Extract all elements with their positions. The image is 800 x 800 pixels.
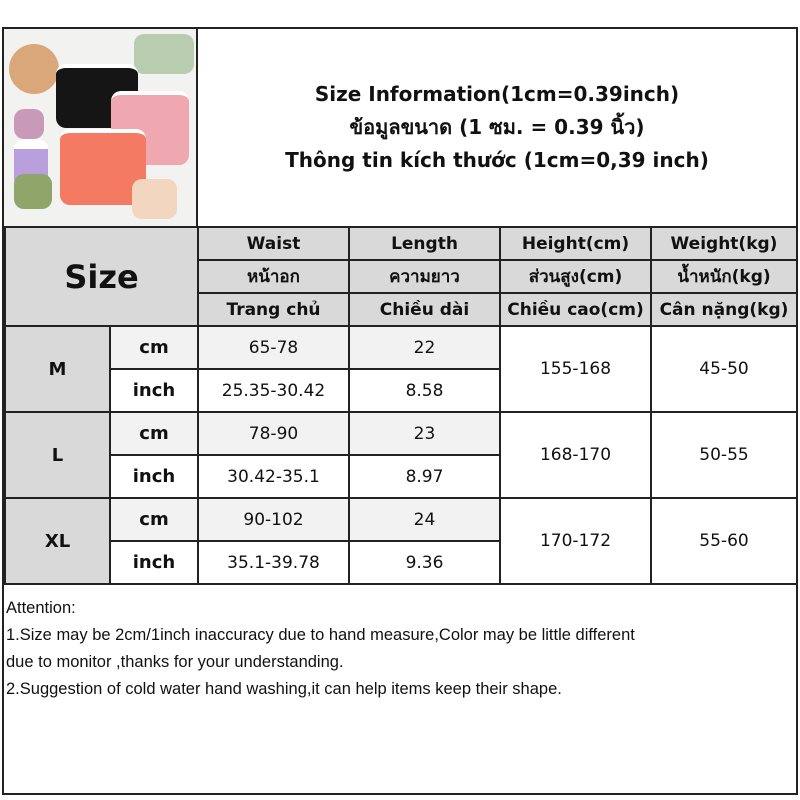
waist-value: 65-78 [197, 325, 350, 370]
header-length-vi: Chiều dài [348, 292, 501, 327]
length-value: 9.36 [348, 540, 501, 585]
header-length: Length [348, 226, 501, 261]
waist-value: 30.42-35.1 [197, 454, 350, 499]
header-weight-vi: Cân nặng(kg) [650, 292, 798, 327]
unit-label: cm [109, 497, 199, 542]
table-row: M cm 65-78 22 155-168 45-50 [4, 325, 798, 413]
unit-label: cm [109, 411, 199, 456]
unit-label: inch [109, 540, 199, 585]
title-thai: ข้อมูลขนาด (1 ซม. = 0.39 นิ้ว) [349, 115, 645, 139]
waist-value: 35.1-39.78 [197, 540, 350, 585]
header-waist: Waist [197, 226, 350, 261]
length-value: 8.97 [348, 454, 501, 499]
attention-heading: Attention: [6, 599, 76, 617]
attention-note-2: 2.Suggestion of cold water hand washing,… [6, 680, 562, 698]
attention-note-1-cont: due to monitor ,thanks for your understa… [6, 653, 344, 671]
table-row: inch 30.42-35.1 8.97 [5, 454, 797, 499]
unit-label: inch [109, 454, 199, 499]
title-english: Size Information(1cm=0.39inch) [314, 82, 680, 106]
length-value: 8.58 [348, 368, 501, 413]
header-weight-thai: น้ำหนัก(kg) [650, 259, 798, 294]
size-header: Size [4, 226, 199, 327]
header-waist-vi: Trang chủ [197, 292, 350, 327]
length-value: 24 [348, 497, 501, 542]
weight-value: 50-55 [650, 411, 798, 499]
table-row: L cm 78-90 23 168-170 50-55 [4, 411, 798, 499]
height-value: 168-170 [499, 411, 652, 499]
attention-notes: Attention: 1.Size may be 2cm/1inch inacc… [6, 595, 635, 703]
waist-value: 25.35-30.42 [197, 368, 350, 413]
waist-value: 78-90 [197, 411, 350, 456]
header-height-thai: ส่วนสูง(cm) [499, 259, 652, 294]
top-section: Size Information(1cm=0.39inch) ข้อมูลขนา… [4, 29, 796, 228]
title-vietnamese: Thông tin kích thước (1cm=0,39 inch) [285, 148, 709, 172]
unit-label: cm [109, 325, 199, 370]
attention-note-1: 1.Size may be 2cm/1inch inaccuracy due t… [6, 626, 635, 644]
length-value: 23 [348, 411, 501, 456]
size-information-title: Size Information(1cm=0.39inch) ข้อมูลขนา… [198, 29, 796, 226]
header-length-thai: ความยาว [348, 259, 501, 294]
size-table: Size Waist Length Height(cm) Weight(kg) … [4, 226, 798, 585]
product-photo [4, 29, 198, 226]
size-label: L [4, 411, 111, 499]
size-label: XL [4, 497, 111, 585]
header-height-vi: Chiều cao(cm) [499, 292, 652, 327]
size-label: M [4, 325, 111, 413]
waist-value: 90-102 [197, 497, 350, 542]
weight-value: 45-50 [650, 325, 798, 413]
header-waist-thai: หน้าอก [197, 259, 350, 294]
size-chart: Size Information(1cm=0.39inch) ข้อมูลขนา… [2, 27, 798, 795]
length-value: 22 [348, 325, 501, 370]
table-row: inch 35.1-39.78 9.36 [5, 540, 797, 585]
header-weight: Weight(kg) [650, 226, 798, 261]
height-value: 170-172 [499, 497, 652, 585]
table-row: XL cm 90-102 24 170-172 55-60 [4, 497, 798, 585]
table-row: inch 25.35-30.42 8.58 [5, 368, 797, 413]
unit-label: inch [109, 368, 199, 413]
header-height: Height(cm) [499, 226, 652, 261]
weight-value: 55-60 [650, 497, 798, 585]
height-value: 155-168 [499, 325, 652, 413]
